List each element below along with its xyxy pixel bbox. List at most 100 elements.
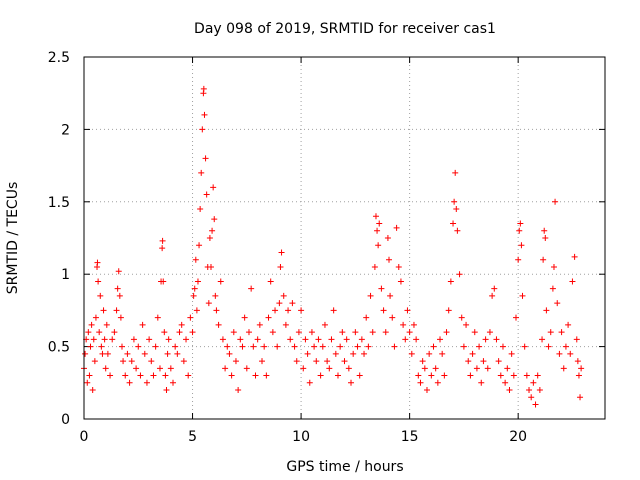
data-point	[343, 336, 350, 343]
data-point	[397, 278, 404, 285]
data-point	[104, 350, 111, 357]
data-point	[504, 365, 511, 372]
data-point	[213, 307, 220, 314]
data-point	[549, 285, 556, 292]
data-point	[400, 321, 407, 328]
data-point	[451, 198, 458, 205]
data-point	[193, 307, 200, 314]
data-point	[510, 372, 517, 379]
data-point	[499, 343, 506, 350]
data-point	[201, 111, 208, 118]
data-point	[191, 285, 198, 292]
data-point	[324, 358, 331, 365]
data-point	[332, 350, 339, 357]
data-point	[101, 336, 108, 343]
data-point	[517, 220, 524, 227]
data-point	[156, 365, 163, 372]
data-point	[90, 336, 97, 343]
data-point	[389, 314, 396, 321]
data-point	[263, 372, 270, 379]
data-point	[172, 343, 179, 350]
data-point	[103, 321, 110, 328]
data-point	[408, 350, 415, 357]
data-point	[232, 358, 239, 365]
data-point	[88, 321, 95, 328]
data-point	[432, 365, 439, 372]
data-point	[194, 278, 201, 285]
data-point	[423, 387, 430, 394]
data-point	[506, 387, 513, 394]
data-point	[163, 387, 170, 394]
data-point	[571, 253, 578, 260]
data-point	[450, 220, 457, 227]
data-point	[87, 343, 94, 350]
data-point	[421, 365, 428, 372]
data-point	[241, 314, 248, 321]
data-point	[252, 372, 259, 379]
data-point	[319, 343, 326, 350]
data-point	[277, 263, 284, 270]
y-tick-label: 0.5	[48, 340, 70, 356]
data-point	[391, 343, 398, 350]
data-point	[95, 278, 102, 285]
data-point	[202, 155, 209, 162]
data-point	[439, 350, 446, 357]
data-point	[428, 372, 435, 379]
data-point	[476, 343, 483, 350]
data-point	[206, 235, 213, 241]
data-point	[536, 387, 543, 394]
data-point	[502, 379, 509, 386]
data-point	[107, 372, 114, 379]
data-point	[219, 336, 226, 343]
data-point	[154, 314, 161, 321]
data-point	[183, 336, 190, 343]
data-point	[426, 350, 433, 357]
data-point	[552, 198, 559, 205]
data-point	[212, 292, 219, 299]
data-point	[493, 336, 500, 343]
data-point	[209, 227, 216, 234]
data-point	[447, 278, 454, 285]
data-point	[210, 184, 217, 191]
data-point	[413, 336, 420, 343]
data-point	[152, 343, 159, 350]
data-point	[395, 263, 402, 270]
data-point	[550, 263, 557, 270]
data-point	[534, 372, 541, 379]
data-point	[542, 235, 549, 241]
data-point	[547, 329, 554, 336]
data-point	[267, 278, 274, 285]
data-point	[291, 343, 298, 350]
data-point	[577, 394, 584, 401]
data-point	[243, 365, 250, 372]
data-point	[311, 343, 318, 350]
data-point	[228, 372, 235, 379]
data-point	[575, 372, 582, 379]
data-point	[354, 343, 361, 350]
data-point	[161, 329, 168, 336]
data-point	[211, 216, 218, 223]
data-point	[453, 206, 460, 213]
data-point	[199, 126, 206, 133]
data-point	[369, 329, 376, 336]
data-point	[326, 365, 333, 372]
data-point	[122, 372, 129, 379]
data-point	[300, 365, 307, 372]
data-point	[150, 372, 157, 379]
data-point	[486, 329, 493, 336]
data-point	[404, 307, 411, 314]
data-point	[304, 350, 311, 357]
data-point	[200, 85, 207, 92]
data-point	[276, 300, 283, 307]
data-point	[334, 372, 341, 379]
data-point	[478, 379, 485, 386]
data-point	[126, 379, 133, 386]
data-point	[308, 329, 315, 336]
y-tick-label: 2	[61, 122, 70, 138]
data-point	[164, 350, 171, 357]
data-point	[417, 379, 424, 386]
data-point	[495, 358, 502, 365]
data-point	[574, 358, 581, 365]
data-point	[84, 379, 91, 386]
data-point	[317, 372, 324, 379]
